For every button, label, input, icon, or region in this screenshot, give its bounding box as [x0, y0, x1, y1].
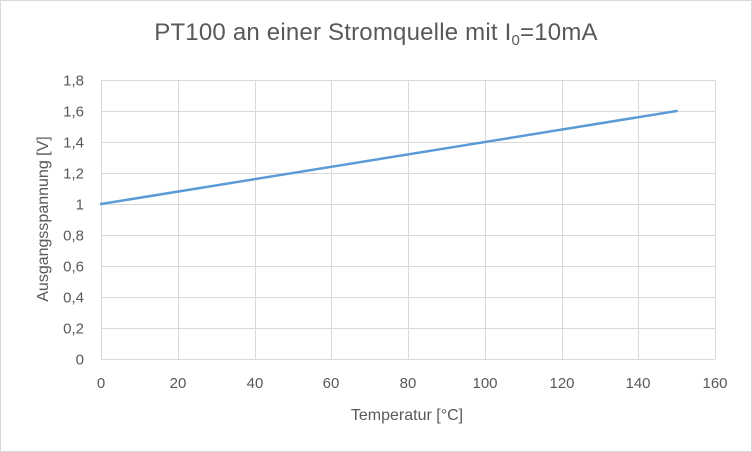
x-tick-labels: 0 20 40 60 80 100 120 140 160 [97, 375, 728, 392]
x-tick-label: 120 [549, 375, 574, 392]
y-tick-label: 1 [76, 197, 84, 214]
x-tick-label: 80 [400, 375, 417, 392]
x-tick-label: 140 [625, 375, 650, 392]
series-layer [99, 109, 678, 206]
y-tick-label: 1,8 [63, 73, 84, 90]
y-tick-label: 1,4 [63, 135, 84, 152]
chart-title-subscript: 0 [511, 32, 521, 49]
x-tick-label: 40 [247, 375, 264, 392]
y-tick-labels: 0 0,2 0,4 0,6 0,8 1 1,2 1,4 1,6 1,8 [63, 73, 84, 369]
x-axis-title: Temperatur [°C] [351, 407, 463, 424]
x-tick-label: 20 [170, 375, 187, 392]
chart-title-main: PT100 an einer Stromquelle mit I [154, 19, 512, 46]
x-tick-label: 60 [323, 375, 340, 392]
y-tick-label: 0,6 [63, 259, 84, 276]
y-tick-label: 0,8 [63, 228, 84, 245]
grid-layer [101, 80, 716, 360]
series-line [99, 109, 678, 206]
x-tick-label: 160 [702, 375, 727, 392]
y-tick-label: 1,6 [63, 104, 84, 121]
x-tick-label: 0 [97, 375, 105, 392]
chart-title: PT100 an einer Stromquelle mit I0=10mA [1, 19, 751, 49]
y-tick-label: 0,4 [63, 290, 84, 307]
x-tick-label: 100 [472, 375, 497, 392]
y-tick-label: 0 [76, 352, 84, 369]
y-axis-title: Ausgangsspannung [V] [35, 136, 52, 301]
y-tick-label: 1,2 [63, 166, 84, 183]
y-tick-label: 0,2 [63, 321, 84, 338]
chart-title-suffix: =10mA [520, 19, 598, 46]
